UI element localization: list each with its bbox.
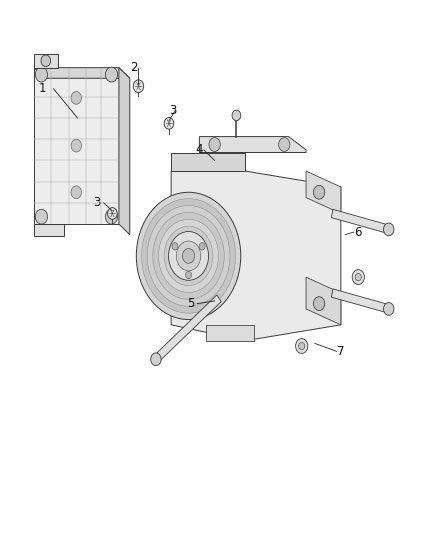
- Circle shape: [108, 208, 117, 219]
- Circle shape: [147, 206, 230, 306]
- Circle shape: [169, 231, 208, 280]
- Circle shape: [41, 55, 50, 67]
- Text: 4: 4: [196, 143, 203, 156]
- Text: 6: 6: [354, 225, 362, 239]
- Circle shape: [355, 273, 361, 281]
- Circle shape: [159, 219, 219, 293]
- Circle shape: [384, 303, 394, 316]
- Text: 7: 7: [337, 345, 345, 358]
- Circle shape: [314, 297, 325, 311]
- Circle shape: [71, 186, 81, 199]
- Circle shape: [35, 67, 47, 82]
- Circle shape: [106, 67, 117, 82]
- Polygon shape: [306, 171, 341, 214]
- Circle shape: [232, 110, 241, 120]
- Polygon shape: [154, 295, 221, 362]
- Circle shape: [133, 80, 144, 93]
- Circle shape: [296, 338, 308, 353]
- Circle shape: [136, 192, 241, 319]
- Polygon shape: [119, 68, 130, 235]
- Circle shape: [141, 199, 236, 313]
- Polygon shape: [306, 277, 341, 325]
- Circle shape: [384, 223, 394, 236]
- Circle shape: [185, 271, 191, 279]
- Polygon shape: [34, 54, 58, 68]
- Text: 2: 2: [131, 61, 138, 74]
- Circle shape: [71, 139, 81, 152]
- Circle shape: [71, 92, 81, 104]
- Circle shape: [279, 138, 290, 151]
- Polygon shape: [34, 68, 130, 78]
- Circle shape: [151, 353, 161, 366]
- Circle shape: [177, 241, 201, 271]
- Circle shape: [106, 209, 117, 224]
- Circle shape: [352, 270, 364, 285]
- Polygon shape: [34, 224, 64, 236]
- Polygon shape: [332, 209, 389, 233]
- Circle shape: [314, 185, 325, 199]
- Polygon shape: [171, 152, 245, 171]
- Text: 1: 1: [39, 83, 46, 95]
- Polygon shape: [34, 68, 119, 224]
- Text: 3: 3: [170, 103, 177, 117]
- Circle shape: [153, 213, 224, 300]
- Circle shape: [183, 248, 194, 263]
- Polygon shape: [171, 171, 341, 341]
- Circle shape: [199, 243, 205, 250]
- Polygon shape: [199, 136, 306, 152]
- Circle shape: [164, 117, 174, 129]
- Circle shape: [209, 138, 220, 151]
- Circle shape: [172, 243, 178, 250]
- Circle shape: [35, 209, 47, 224]
- Polygon shape: [206, 325, 254, 341]
- Text: 5: 5: [187, 297, 194, 310]
- Circle shape: [164, 226, 213, 286]
- Polygon shape: [332, 289, 389, 313]
- Circle shape: [299, 342, 305, 350]
- Text: 3: 3: [93, 196, 101, 209]
